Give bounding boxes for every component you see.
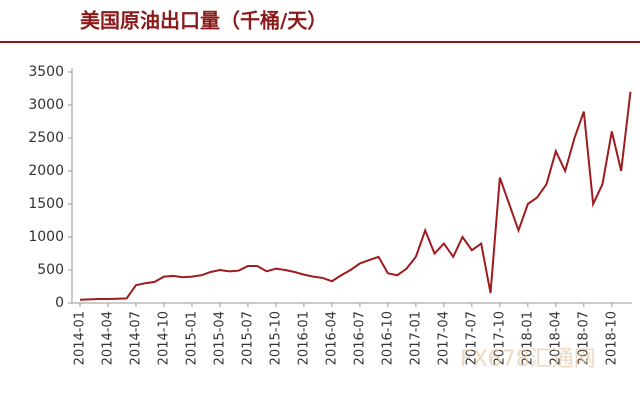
x-tick-label: 2017-01	[408, 311, 423, 365]
x-tick-label: 2015-07	[240, 311, 255, 365]
x-tick-label: 2014-07	[128, 311, 143, 365]
y-tick-label: 500	[37, 262, 64, 278]
y-tick-label: 1500	[28, 196, 64, 212]
x-tick-label: 2018-10	[604, 311, 619, 365]
x-tick-label: 2018-01	[520, 311, 535, 365]
x-tick-label: 2017-10	[492, 311, 507, 365]
watermark: FX678汇通网	[460, 347, 596, 372]
x-tick-label: 2016-10	[380, 311, 395, 365]
y-tick-label: 2500	[28, 130, 64, 146]
x-tick-label: 2014-01	[73, 311, 88, 365]
y-tick-label: 3500	[28, 64, 64, 80]
x-tick-label: 2018-07	[576, 311, 591, 365]
x-tick-label: 2015-01	[184, 311, 199, 365]
x-tick-label: 2015-04	[212, 311, 227, 365]
chart-title: 美国原油出口量（千桶/天）	[80, 9, 327, 33]
y-tick-label: 2000	[28, 163, 64, 179]
x-tick-label: 2016-01	[296, 311, 311, 365]
x-tick-label: 2018-04	[548, 311, 563, 365]
data-line	[79, 91, 632, 301]
y-tick-label: 0	[55, 295, 64, 311]
x-tick-label: 2015-10	[268, 311, 283, 365]
x-tick-label: 2016-04	[324, 311, 339, 365]
y-tick-label: 1000	[28, 229, 64, 245]
x-tick-label: 2014-10	[156, 311, 171, 365]
x-tick-label: 2014-04	[100, 311, 115, 365]
x-tick-label: 2016-07	[352, 311, 367, 365]
x-tick-label: 2017-07	[464, 311, 479, 365]
x-tick-label: 2017-04	[436, 311, 451, 365]
y-tick-label: 3000	[28, 97, 64, 113]
